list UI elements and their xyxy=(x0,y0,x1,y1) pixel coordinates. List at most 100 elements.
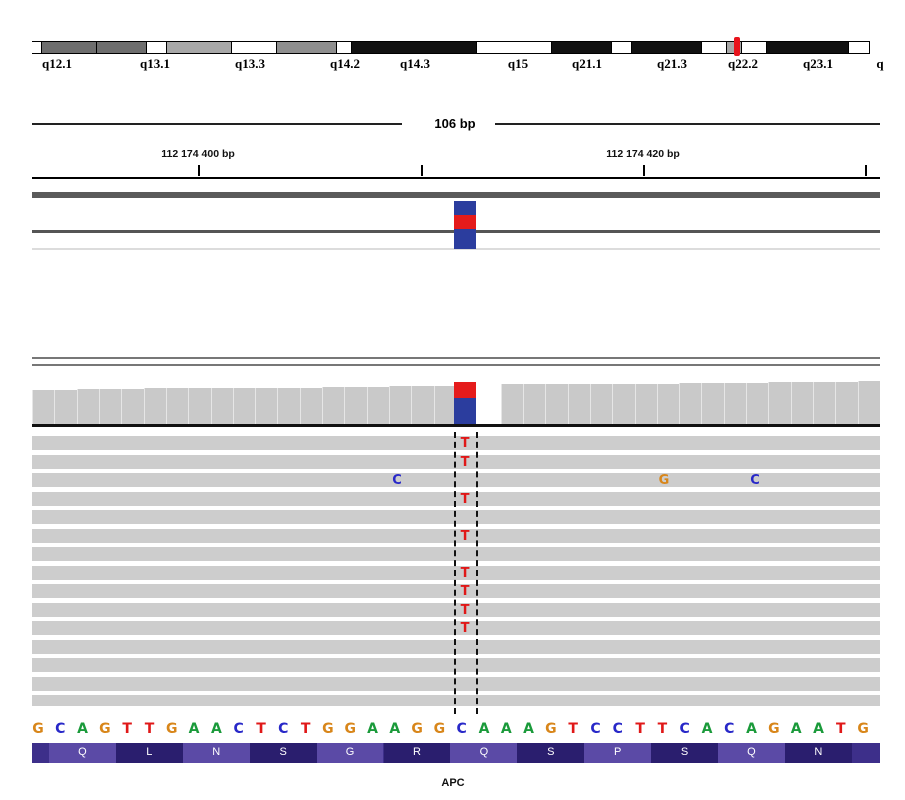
reference-base: A xyxy=(188,721,200,737)
amino-acid-cell[interactable] xyxy=(49,743,116,763)
amino-acid-label: Q xyxy=(747,746,756,758)
reference-base: G xyxy=(411,721,423,737)
coverage-bar xyxy=(589,384,613,424)
coverage-bar xyxy=(411,386,434,424)
cytoband[interactable] xyxy=(97,41,147,54)
cytoband[interactable] xyxy=(477,41,552,54)
amino-acid-label: L xyxy=(146,746,153,758)
coverage-bar xyxy=(723,383,747,424)
ruler-span-label: 106 bp xyxy=(434,116,476,131)
cytoband[interactable] xyxy=(42,41,97,54)
chromosome-ideogram[interactable] xyxy=(32,37,880,56)
aligned-read[interactable] xyxy=(32,547,880,561)
reference-base: C xyxy=(233,721,244,737)
reference-base: T xyxy=(144,721,155,737)
aligned-read[interactable] xyxy=(32,695,880,706)
mismatch-base: T xyxy=(460,454,470,470)
mismatch-base: T xyxy=(460,565,470,581)
reference-base: A xyxy=(500,721,512,737)
amino-acid-cell[interactable] xyxy=(383,743,451,763)
aligned-read[interactable] xyxy=(32,602,880,617)
amino-acid-label: P xyxy=(613,746,622,758)
coverage-bar xyxy=(500,384,523,424)
reference-base: T xyxy=(568,721,578,737)
ruler-tick xyxy=(198,165,200,176)
variant-call-box[interactable] xyxy=(454,201,476,249)
amino-acid-cell[interactable] xyxy=(182,743,250,763)
amino-acid-cell[interactable] xyxy=(517,743,585,763)
reference-base: C xyxy=(278,721,289,737)
reference-base: G xyxy=(857,721,869,737)
coverage-bar xyxy=(545,384,568,424)
coverage-bar xyxy=(768,382,791,424)
coverage-bar xyxy=(701,383,724,424)
reference-base: A xyxy=(523,721,535,737)
aligned-read[interactable] xyxy=(32,639,880,654)
amino-acid-cell[interactable] xyxy=(651,743,718,763)
coverage-bar xyxy=(835,382,858,424)
cytoband[interactable] xyxy=(632,41,702,54)
ruler-tick xyxy=(865,165,867,176)
amino-acid-cell[interactable] xyxy=(316,743,384,763)
cytoband[interactable] xyxy=(702,41,727,54)
aligned-read[interactable] xyxy=(32,436,880,450)
gene-name-label: APC xyxy=(441,777,465,789)
aligned-read[interactable] xyxy=(32,676,880,691)
aligned-read[interactable] xyxy=(32,528,880,543)
aligned-read[interactable] xyxy=(32,565,880,580)
cytoband[interactable] xyxy=(167,41,232,54)
cytoband-label: q xyxy=(876,56,884,71)
coverage-bar xyxy=(143,388,166,424)
coverage-bar xyxy=(522,384,546,424)
aligned-read[interactable] xyxy=(32,621,880,635)
aligned-read[interactable] xyxy=(32,658,880,672)
coverage-bar xyxy=(790,382,814,424)
amino-acid-label: Q xyxy=(78,746,87,758)
reference-base: T xyxy=(122,721,132,737)
amino-acid-cell[interactable] xyxy=(115,743,183,763)
coverage-bar xyxy=(98,389,122,424)
coverage-bar xyxy=(255,388,278,424)
cytoband[interactable] xyxy=(552,41,612,54)
track-divider xyxy=(32,192,880,198)
cytoband[interactable] xyxy=(767,41,849,54)
reference-base: A xyxy=(701,721,713,737)
mismatch-base: C xyxy=(750,473,760,488)
coverage-bar xyxy=(32,390,55,424)
amino-acid-cell[interactable] xyxy=(584,743,652,763)
cytoband[interactable] xyxy=(32,41,42,54)
aligned-read[interactable] xyxy=(32,491,880,506)
cytoband[interactable] xyxy=(612,41,632,54)
aligned-read[interactable] xyxy=(32,473,880,487)
coverage-bar xyxy=(76,389,99,424)
amino-acid-cell[interactable] xyxy=(718,743,785,763)
amino-acid-cell[interactable] xyxy=(450,743,518,763)
coverage-track[interactable] xyxy=(32,374,880,424)
track-divider xyxy=(32,357,880,359)
cytoband-label: q13.3 xyxy=(235,56,265,71)
reference-base: G xyxy=(32,721,44,737)
reference-base: G xyxy=(166,721,178,737)
cytoband-label: q13.1 xyxy=(140,56,170,71)
reference-base: C xyxy=(612,721,623,737)
reference-base: A xyxy=(367,721,378,737)
amino-acid-cell[interactable] xyxy=(784,743,852,763)
cytoband[interactable] xyxy=(337,41,352,54)
amino-acid-cell[interactable] xyxy=(249,743,317,763)
aligned-read[interactable] xyxy=(32,584,880,598)
ruler-span-line-right xyxy=(495,123,880,125)
cytoband[interactable] xyxy=(147,41,167,54)
cytoband[interactable] xyxy=(277,41,337,54)
coverage-variant-bar[interactable] xyxy=(454,382,476,424)
aligned-read[interactable] xyxy=(32,510,880,524)
reference-base: C xyxy=(724,721,735,737)
cytoband[interactable] xyxy=(232,41,277,54)
coverage-bar xyxy=(322,387,345,424)
cytoband[interactable] xyxy=(849,41,870,54)
cytoband-label: q14.2 xyxy=(330,56,360,71)
aligned-read[interactable] xyxy=(32,454,880,469)
cytoband[interactable] xyxy=(352,41,477,54)
cytoband[interactable] xyxy=(742,41,767,54)
reference-base: G xyxy=(344,721,356,737)
